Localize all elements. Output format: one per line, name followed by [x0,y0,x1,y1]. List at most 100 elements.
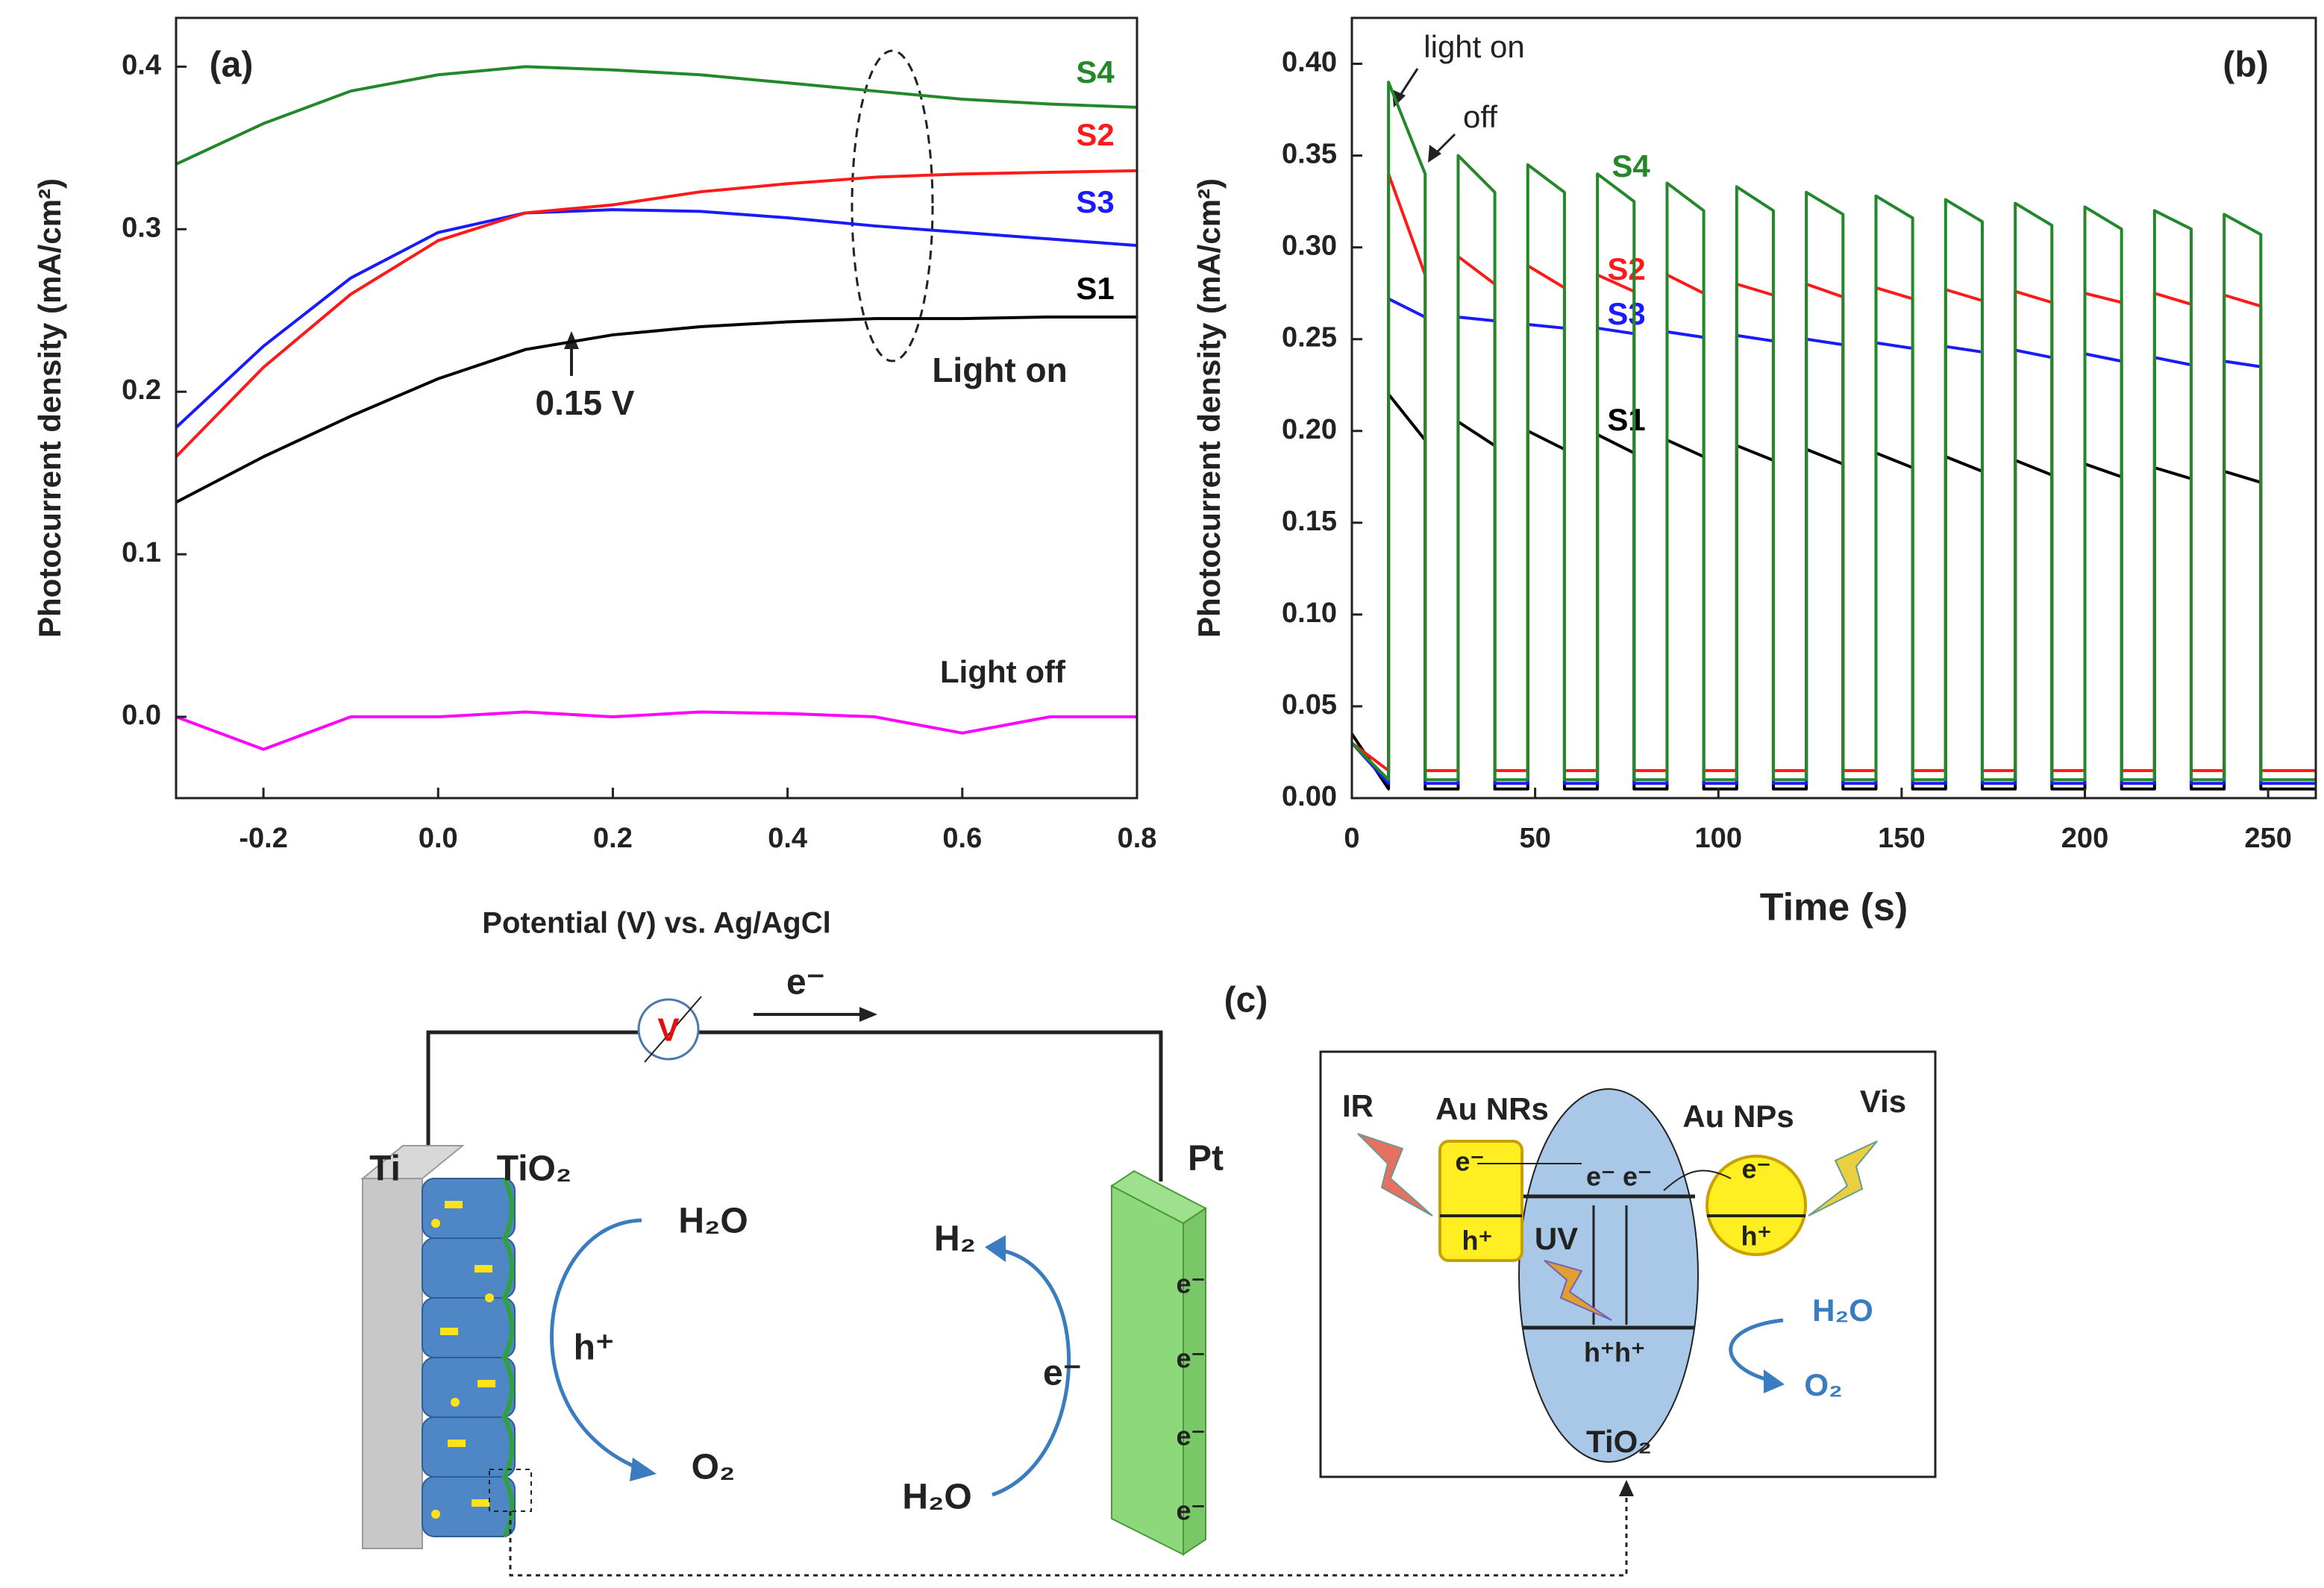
series-label: S1 [1076,271,1114,306]
y-tick-label: 0.1 [122,537,161,568]
zoom-box [489,1469,532,1512]
au-nanoparticle [1706,1155,1807,1256]
pt-plate [1111,1184,1184,1556]
arrow-head [1428,145,1441,163]
cathode-h2: H₂ [934,1220,976,1259]
annotation: light on [1423,29,1524,64]
ir-bolt [1357,1133,1433,1217]
y-tick-label: 0.2 [122,374,161,406]
ti-plate [362,1178,423,1549]
y-tick-label: 0.4 [122,49,161,81]
annotation: 0.15 V [536,383,635,422]
series-label: S2 [1607,251,1645,286]
x-tick-label: 0.0 [419,823,458,854]
light-on-ellipse [851,49,934,363]
y-tick-label: 0.0 [122,700,161,731]
arrow-head [1619,1480,1634,1496]
nr-electron: e⁻ [1455,1146,1484,1177]
annotation-arrow [1397,68,1419,99]
oxidation-arrow [1729,1318,1784,1382]
plate-electron: e⁻ [1176,1421,1205,1452]
y-tick-label: 0.00 [1282,781,1337,812]
tio2-particle [1518,1088,1699,1463]
inset-o2: O₂ [1804,1367,1842,1402]
electron-flow: e⁻ [786,963,825,1002]
ti-label: Ti [369,1149,401,1189]
x-tick-label: 250 [2244,823,2291,854]
y-tick-label: 0.10 [1282,597,1337,629]
voltmeter-label: V [657,1012,680,1049]
au-nps-label: Au NPs [1682,1099,1794,1134]
wire [426,1030,639,1152]
np-electron: e⁻ [1741,1154,1770,1184]
au-nrs-label: Au NRs [1435,1091,1549,1126]
cathode-h2o: H₂O [902,1478,971,1517]
panel-label: (b) [2223,45,2268,85]
x-axis-title: Time (s) [1760,886,1908,929]
inset-tio2: TiO₂ [1586,1424,1652,1459]
x-axis-title: Potential (V) vs. Ag/AgCl [482,907,830,940]
wire [698,1030,1163,1181]
series-label: Light off [940,654,1066,689]
anode-cycle-arrow [550,1218,642,1472]
x-tick-label: 0.6 [942,823,982,854]
y-tick-label: 0.35 [1282,139,1337,170]
panel-label: (c) [1224,981,1268,1020]
x-tick-label: 0.2 [593,823,633,854]
y-tick-label: 0.20 [1282,414,1337,445]
series-line [176,315,1137,504]
plot-frame [1350,16,2317,800]
zoom-link [509,1492,1628,1577]
tio2-label: TiO₂ [497,1149,571,1189]
voltmeter [637,998,700,1061]
voltmeter-needle [644,996,702,1063]
plate-electron: e⁻ [1176,1343,1205,1374]
x-tick-label: 100 [1695,823,1742,854]
y-axis-title: Photocurrent density (mA/cm²) [1191,178,1227,638]
series-line [1352,297,2316,785]
series-label: S3 [1076,184,1114,219]
series-line [176,710,1137,751]
series-label: S2 [1076,117,1114,152]
np-hole: h⁺ [1741,1221,1772,1252]
arrow-head [564,331,579,349]
x-tick-label: 200 [2061,823,2108,854]
inset-h2o: H₂O [1812,1293,1873,1328]
annotation: Light on [932,351,1067,389]
y-tick-label: 0.25 [1282,322,1337,354]
pt-label: Pt [1188,1139,1224,1179]
hole: h⁺ [574,1328,615,1368]
ir-label: IR [1342,1088,1374,1123]
cb-electrons: e⁻ e⁻ [1586,1161,1652,1192]
plate-electron: e⁻ [1176,1269,1205,1299]
nr-hole: h⁺ [1462,1225,1493,1256]
series-line [176,65,1137,166]
au-nanorod [1438,1140,1523,1262]
series-label: S4 [1076,54,1115,90]
plot-frame [175,16,1138,800]
arrow-head [1764,1369,1785,1393]
y-axis-title: Photocurrent density (mA/cm²) [32,178,67,638]
x-tick-label: 150 [1878,823,1925,854]
y-tick-label: 0.3 [122,212,161,243]
y-tick-label: 0.15 [1282,506,1337,537]
y-tick-label: 0.05 [1282,689,1337,721]
x-tick-label: 0.8 [1118,823,1157,854]
uv-bolt [1544,1260,1612,1321]
panel-label: (a) [210,45,254,85]
transfer-arrow [1663,1170,1732,1191]
series-line [176,169,1137,458]
y-tick-label: 0.30 [1282,230,1337,262]
vis-label: Vis [1860,1084,1906,1119]
tio2-nanotubes [422,1177,516,1538]
series-label: S3 [1607,296,1645,331]
arrow-head [985,1235,1006,1262]
series-line [1352,392,2316,791]
series-line [176,208,1137,429]
plate-electron: e⁻ [1176,1496,1205,1526]
arrow-head [630,1457,657,1481]
anode-o2: O₂ [692,1448,736,1487]
anode-h2o: H₂O [678,1202,748,1241]
